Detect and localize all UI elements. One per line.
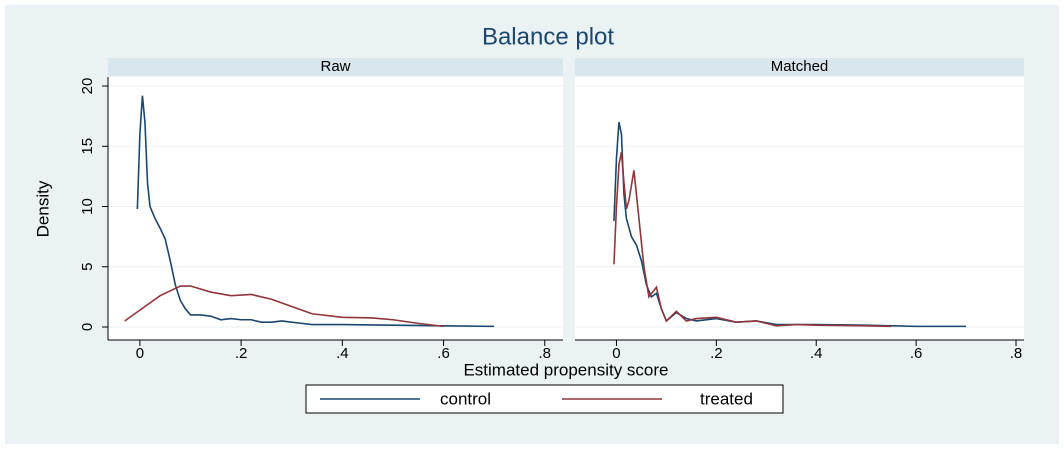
x-tick-label: .4 bbox=[336, 345, 349, 362]
x-tick-label: .8 bbox=[539, 345, 552, 362]
x-tick-label: .6 bbox=[910, 345, 923, 362]
density-line bbox=[136, 95, 495, 328]
legend-label: control bbox=[440, 389, 491, 408]
legend-label: treated bbox=[700, 389, 753, 408]
x-tick-label: .2 bbox=[710, 345, 723, 362]
y-tick-label: 10 bbox=[79, 198, 96, 215]
x-axis-label: Estimated propensity score bbox=[463, 360, 668, 379]
panel-title: Matched bbox=[771, 58, 829, 75]
panel-strip bbox=[108, 58, 563, 76]
y-tick-label: 5 bbox=[79, 263, 96, 271]
chart-title: Balance plot bbox=[482, 23, 614, 50]
x-tick-label: 0 bbox=[612, 345, 620, 362]
density-line bbox=[124, 285, 444, 328]
y-axis-label: Density bbox=[33, 180, 52, 237]
y-tick-label: 15 bbox=[79, 138, 96, 155]
plot-area bbox=[108, 77, 563, 340]
panel-title: Raw bbox=[320, 58, 350, 75]
x-tick-label: .8 bbox=[1010, 345, 1023, 362]
x-tick-label: .2 bbox=[235, 345, 248, 362]
x-tick-label: .6 bbox=[437, 345, 450, 362]
panel-strip bbox=[575, 58, 1024, 76]
x-tick-label: 0 bbox=[136, 345, 144, 362]
plot-area bbox=[575, 77, 1024, 340]
density-line bbox=[613, 152, 892, 328]
y-tick-label: 0 bbox=[79, 323, 96, 331]
x-tick-label: .4 bbox=[810, 345, 823, 362]
y-tick-label: 20 bbox=[79, 78, 96, 95]
